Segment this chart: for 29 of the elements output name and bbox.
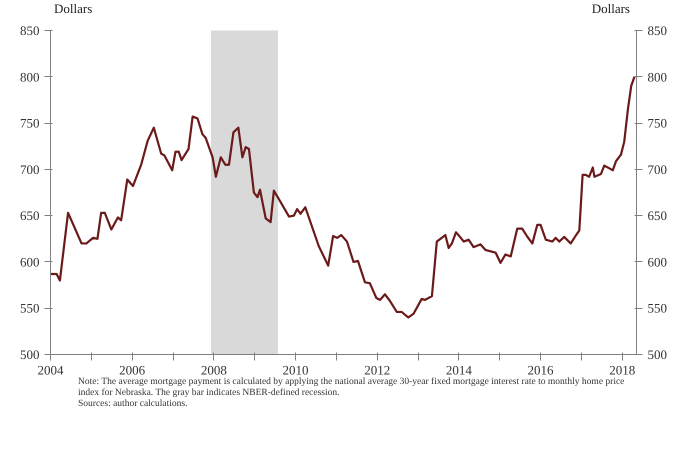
y-tick-label: 650 — [20, 208, 40, 224]
x-tick-label: 2014 — [446, 362, 472, 378]
y-tick-label: 550 — [20, 300, 40, 316]
y-tick-label: 750 — [20, 116, 40, 131]
y-tick-label: 600 — [20, 254, 40, 270]
line-series — [50, 76, 636, 319]
y2-tick-label: 700 — [648, 162, 667, 177]
x-tick-label: 2018 — [609, 362, 636, 378]
y2-tick-label: 800 — [648, 69, 667, 84]
x-tick-label: 2016 — [528, 362, 554, 378]
y2-axis-title: Dollars — [592, 0, 630, 18]
y-tick-label: 800 — [20, 69, 40, 84]
y-axis-title: Dollars — [54, 0, 92, 18]
x-tick-label: 2004 — [38, 362, 64, 378]
x-tick-label: 2012 — [364, 362, 390, 378]
text: Note: The average mortgage payment is calculated by applying the national average 30-year fixed mortgage interest rate to monthly home price index for Nebraska. The gray bar indicates NBER-defined recession. — [78, 377, 626, 399]
y2-tick-label: 850 — [648, 23, 667, 38]
y2-tick-label: 650 — [648, 208, 667, 224]
x-tick-label: 2010 — [282, 362, 309, 378]
y2-tick-label: 600 — [648, 254, 667, 270]
y-tick-label: 850 — [20, 23, 40, 38]
x-tick-label: 2006 — [119, 362, 146, 378]
y2-tick-label: 550 — [648, 300, 667, 316]
x-tick-label: 2008 — [200, 362, 227, 378]
y-tick-label: 700 — [20, 162, 40, 177]
y-tick-label: 500 — [20, 347, 40, 362]
y2-tick-label: 750 — [648, 116, 667, 131]
y2-tick-label: 500 — [648, 347, 667, 362]
source-note: Sources: author calculations. — [78, 399, 188, 410]
